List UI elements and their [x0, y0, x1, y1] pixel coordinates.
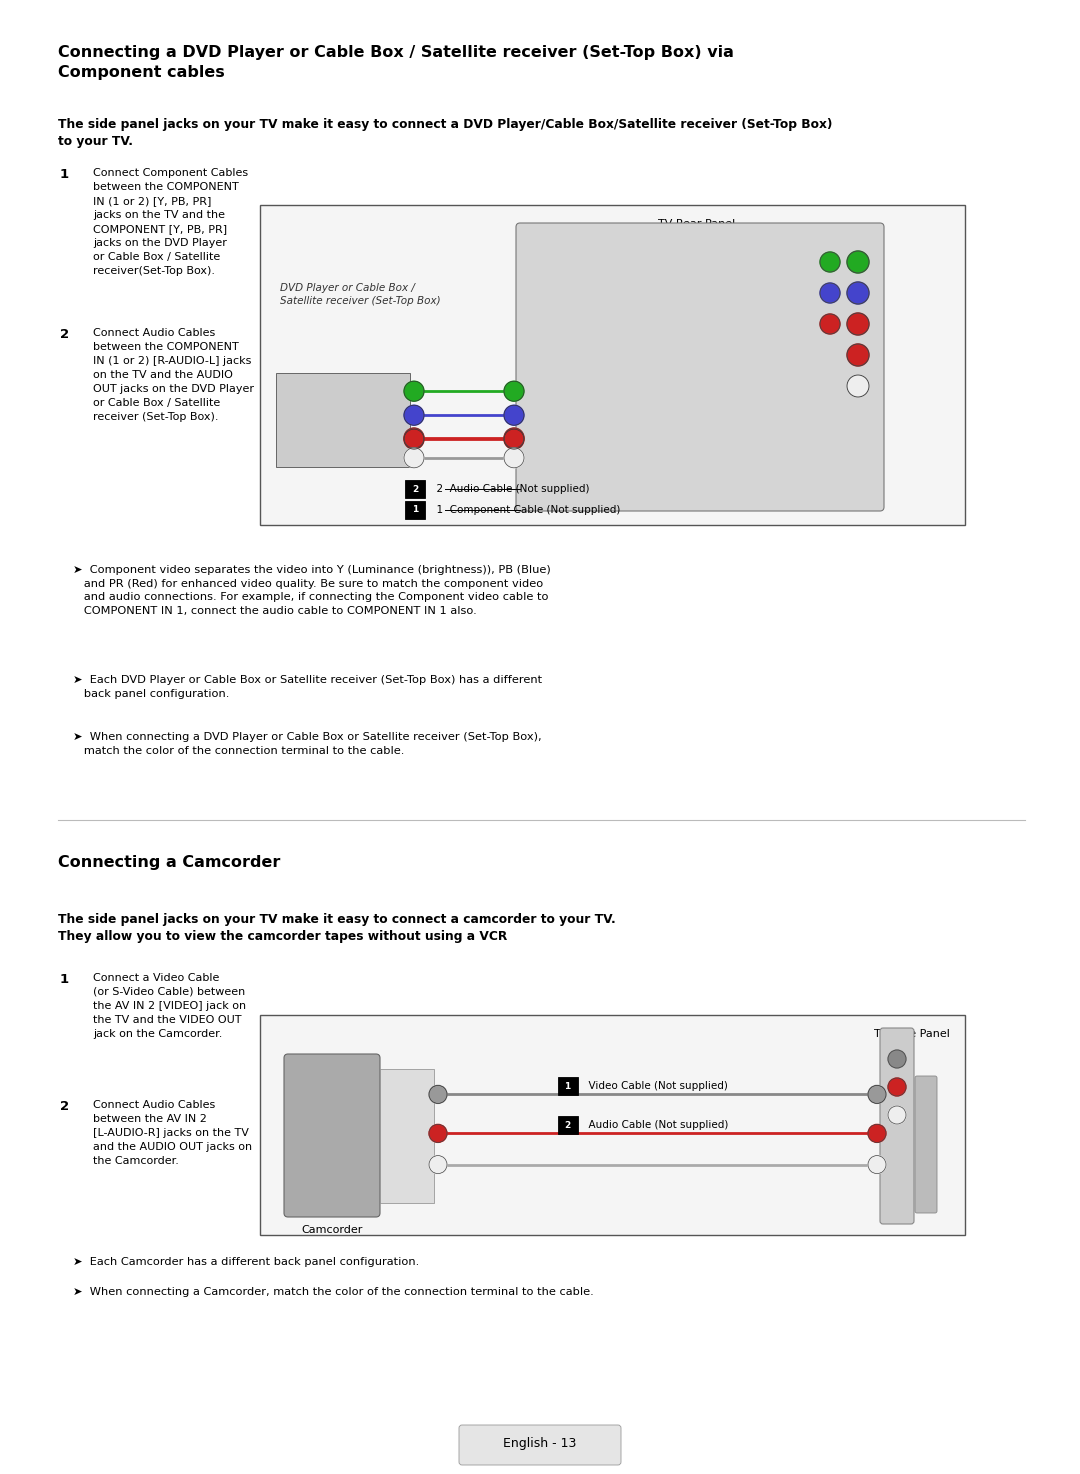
Circle shape: [404, 405, 424, 425]
FancyBboxPatch shape: [284, 1054, 380, 1218]
Circle shape: [429, 1085, 447, 1104]
Circle shape: [504, 448, 524, 467]
Circle shape: [820, 283, 840, 304]
Text: 2: 2: [60, 329, 69, 340]
Circle shape: [868, 1125, 886, 1142]
Circle shape: [820, 314, 840, 335]
Text: ➤  When connecting a Camcorder, match the color of the connection terminal to th: ➤ When connecting a Camcorder, match the…: [73, 1287, 594, 1297]
Circle shape: [429, 1156, 447, 1173]
Text: 2  Audio Cable (Not supplied): 2 Audio Cable (Not supplied): [430, 483, 590, 494]
Text: Connect Audio Cables
between the COMPONENT
IN (1 or 2) [R-AUDIO-L] jacks
on the : Connect Audio Cables between the COMPONE…: [93, 329, 254, 422]
Circle shape: [504, 427, 524, 448]
Bar: [260, 205, 966, 525]
Text: 2: 2: [411, 485, 418, 494]
Text: ➤  Each DVD Player or Cable Box or Satellite receiver (Set-Top Box) has a differ: ➤ Each DVD Player or Cable Box or Satell…: [73, 675, 542, 699]
FancyBboxPatch shape: [915, 1076, 937, 1213]
Circle shape: [888, 1049, 906, 1069]
FancyBboxPatch shape: [459, 1425, 621, 1465]
FancyBboxPatch shape: [276, 373, 410, 467]
Circle shape: [888, 1077, 906, 1097]
Text: TV Rear Panel: TV Rear Panel: [659, 220, 735, 228]
Text: ➤  Each Camcorder has a different back panel configuration.: ➤ Each Camcorder has a different back pa…: [73, 1257, 419, 1268]
Text: Connecting a DVD Player or Cable Box / Satellite receiver (Set-Top Box) via
Comp: Connecting a DVD Player or Cable Box / S…: [58, 46, 734, 81]
Circle shape: [847, 282, 869, 304]
Text: ➤  Component video separates the video into Y (Luminance (brightness)), PB (Blue: ➤ Component video separates the video in…: [73, 565, 551, 616]
Text: TV Side Panel: TV Side Panel: [874, 1029, 950, 1039]
Circle shape: [847, 251, 869, 273]
Circle shape: [888, 1106, 906, 1125]
Text: Connect Component Cables
between the COMPONENT
IN (1 or 2) [Y, PB, PR]
jacks on : Connect Component Cables between the COM…: [93, 168, 248, 276]
Text: 1  Component Cable (Not supplied): 1 Component Cable (Not supplied): [430, 506, 620, 514]
Bar: [405, 481, 426, 498]
Circle shape: [404, 382, 424, 401]
Circle shape: [847, 312, 869, 335]
Circle shape: [847, 374, 869, 397]
Circle shape: [847, 343, 869, 366]
Text: 1: 1: [411, 506, 418, 514]
Circle shape: [504, 382, 524, 401]
Text: English - 13: English - 13: [503, 1437, 577, 1450]
Circle shape: [868, 1085, 886, 1104]
Text: Audio Cable (Not supplied): Audio Cable (Not supplied): [582, 1120, 729, 1131]
Bar: [557, 1077, 578, 1095]
Text: The side panel jacks on your TV make it easy to connect a camcorder to your TV.
: The side panel jacks on your TV make it …: [58, 912, 616, 943]
Text: 2: 2: [565, 1120, 570, 1131]
Text: 1: 1: [60, 168, 69, 181]
Text: The side panel jacks on your TV make it easy to connect a DVD Player/Cable Box/S: The side panel jacks on your TV make it …: [58, 118, 833, 149]
Bar: [405, 501, 426, 519]
Text: ➤  When connecting a DVD Player or Cable Box or Satellite receiver (Set-Top Box): ➤ When connecting a DVD Player or Cable …: [73, 733, 542, 756]
Text: Connecting a Camcorder: Connecting a Camcorder: [58, 855, 281, 870]
Text: 1: 1: [60, 973, 69, 986]
Text: DVD Player or Cable Box /
Satellite receiver (Set-Top Box): DVD Player or Cable Box / Satellite rece…: [280, 283, 441, 307]
Text: 1: 1: [565, 1082, 570, 1091]
Circle shape: [429, 1125, 447, 1142]
Circle shape: [868, 1156, 886, 1173]
FancyBboxPatch shape: [880, 1027, 914, 1223]
Bar: [260, 1016, 966, 1235]
Text: Connect a Video Cable
(or S-Video Cable) between
the AV IN 2 [VIDEO] jack on
the: Connect a Video Cable (or S-Video Cable)…: [93, 973, 246, 1039]
Circle shape: [404, 427, 424, 448]
Bar: [557, 1116, 578, 1135]
Text: Camcorder: Camcorder: [301, 1225, 363, 1235]
Circle shape: [820, 252, 840, 273]
Circle shape: [504, 405, 524, 425]
Text: Video Cable (Not supplied): Video Cable (Not supplied): [582, 1082, 728, 1091]
FancyBboxPatch shape: [380, 1069, 434, 1203]
Circle shape: [504, 429, 524, 450]
Circle shape: [404, 448, 424, 467]
FancyBboxPatch shape: [516, 223, 885, 511]
Text: Connect Audio Cables
between the AV IN 2
[L-AUDIO-R] jacks on the TV
and the AUD: Connect Audio Cables between the AV IN 2…: [93, 1100, 252, 1166]
Circle shape: [404, 429, 424, 450]
Text: 2: 2: [60, 1100, 69, 1113]
